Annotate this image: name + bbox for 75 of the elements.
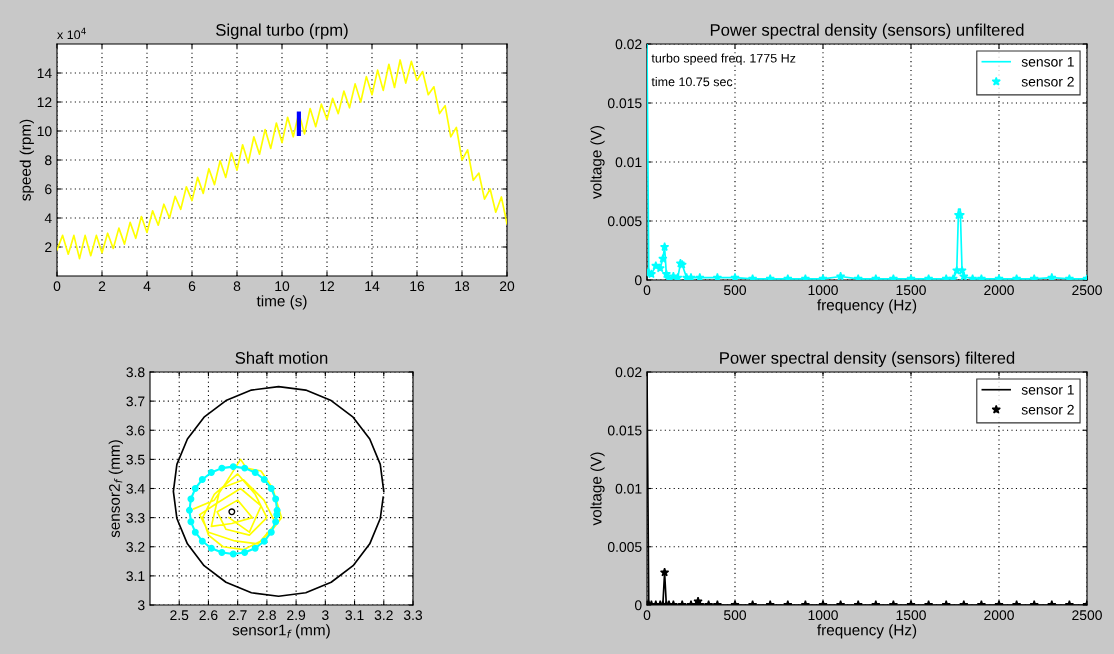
chart-title: Power spectral density (sensors) filtered [720,351,1015,368]
legend-label: sensor 1 [1021,57,1074,67]
annotation: turbo speed freq. 1775 Hz [651,53,796,66]
y-tick-label: 0.02 [615,367,642,378]
y-tick-label: 0.005 [607,216,642,227]
y-tick-label: 3 [137,600,145,611]
y-tick-label: 8 [45,155,52,166]
y-tick-label: 3.1 [126,571,145,582]
x-tick-label: 14 [365,281,380,291]
annotation: time 10.75 sec [651,77,733,87]
y-tick-label: 3.5 [126,454,145,465]
y-tick-label: 3.4 [126,483,145,494]
x-tick-label: 3.1 [345,610,364,621]
y-tick-label: 0.01 [615,157,642,168]
x-tick-label: 10 [275,281,290,292]
x-tick-label: 2500 [1072,285,1102,296]
y-axis-title: voltage (V) [590,452,605,526]
y-tick-label: 10 [37,126,52,137]
y-tick-label: 3.6 [126,425,145,436]
y-axis-title: voltage (V) [590,126,605,199]
x-tick-label: 3.3 [403,610,423,621]
y-tick-label: 2 [45,242,52,253]
x-axis-title: frequency (Hz) [817,299,917,314]
y-tick-label: 0.015 [607,98,642,109]
x-tick-label: 500 [723,610,747,621]
y-tick-label: 14 [37,68,52,79]
x-tick-label: 2.5 [170,610,189,621]
x-tick-label: 1000 [808,285,838,296]
x-tick-label: 500 [723,285,747,296]
y-tick-label: 3.3 [126,512,145,523]
y-tick-label: 6 [45,184,52,195]
x-tick-label: 6 [188,281,196,292]
x-tick-label: 8 [233,281,241,292]
x-tick-label: 20 [499,281,515,292]
y-tick-label: 0 [634,600,642,611]
x-tick-label: 16 [410,281,425,292]
x-axis-title: time (s) [256,295,307,310]
y-tick-label: 0.02 [615,39,642,50]
y-tick-label: 3.8 [126,367,145,378]
legend-label: sensor 2 [1021,404,1074,415]
x-tick-label: 2.8 [257,610,276,621]
y-tick-label: 12 [37,97,52,108]
x-tick-label: 3 [322,610,329,621]
x-tick-label: 18 [455,281,470,292]
x-tick-label: 1500 [896,285,926,296]
x-tick-label: 2.9 [287,610,306,621]
y-axis-title: speed (rpm) [19,119,34,201]
legend-label: sensor 1 [1021,385,1074,395]
y-tick-label: 0.005 [607,542,642,552]
x-tick-label: 2.7 [228,610,247,620]
x-tick-label: 0 [53,281,61,292]
x-axis-title: sensor1$_{f}$ (mm) [232,624,330,639]
x-tick-label: 12 [320,281,335,291]
x-tick-label: 3.2 [374,610,393,621]
chart-title: Signal turbo (rpm) [216,23,348,40]
y-tick-label: 4 [44,213,52,224]
text: x 10$^{4}$ [57,27,86,40]
x-tick-label: 2500 [1072,610,1102,621]
x-tick-label: 2000 [984,610,1014,621]
x-tick-label: 0 [643,610,651,621]
x-tick-label: 2.6 [199,610,218,621]
x-tick-label: 0 [643,285,651,296]
y-tick-label: 3.7 [126,396,145,407]
x-tick-label: 2 [98,281,106,291]
y-axis-title: sensor2$_{f}$ (mm) [108,440,123,538]
y-tick-label: 3.2 [126,542,145,552]
x-tick-label: 2000 [984,285,1014,296]
y-tick-label: 0.015 [607,425,642,436]
chart-title: Power spectral density (sensors) unfiltered [710,23,1024,40]
x-tick-label: 1000 [808,610,838,621]
x-axis-title: frequency (Hz) [817,624,917,639]
x-tick-label: 1500 [896,610,926,621]
y-tick-label: 0.01 [615,483,642,494]
chart-title: Shaft motion [235,351,328,364]
legend-label: sensor 2 [1021,76,1074,87]
